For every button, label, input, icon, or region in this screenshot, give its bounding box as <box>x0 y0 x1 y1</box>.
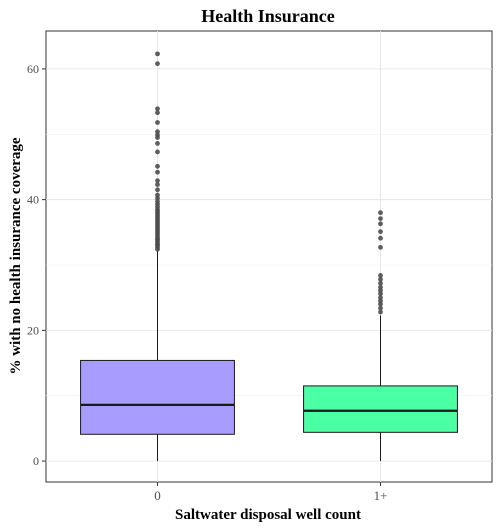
y-tick-label: 60 <box>27 62 39 76</box>
y-tick-label: 40 <box>27 193 39 207</box>
outlier-point <box>155 51 160 57</box>
x-tick-label: 0 <box>154 488 161 503</box>
x-axis: 0 1+ <box>154 482 387 503</box>
y-axis: 0 20 40 60 <box>27 62 46 468</box>
outlier-point <box>378 295 383 301</box>
outlier-point <box>378 235 383 241</box>
outlier-point <box>155 169 160 175</box>
outlier-point <box>155 182 160 188</box>
outlier-point <box>155 163 160 169</box>
outlier-point <box>155 192 160 198</box>
outlier-point <box>155 61 160 67</box>
outlier-point <box>155 178 160 184</box>
chart-title: Health Insurance <box>201 6 335 26</box>
outlier-point <box>378 244 383 250</box>
outlier-point <box>155 187 160 193</box>
outlier-point <box>378 221 383 227</box>
box-iqr <box>80 359 235 435</box>
outlier-point <box>378 216 383 221</box>
box-iqr <box>303 385 458 433</box>
outlier-point <box>378 210 383 216</box>
y-tick-label: 20 <box>27 323 39 337</box>
outlier-point <box>155 120 160 125</box>
y-axis-label: % with no health insurance coverage <box>8 137 24 374</box>
x-tick-label: 1+ <box>374 488 388 503</box>
boxes-layer <box>80 51 458 462</box>
outlier-point <box>378 309 383 315</box>
box-group-0 <box>80 51 235 462</box>
x-axis-label: Saltwater disposal well count <box>175 507 361 523</box>
outlier-point <box>378 305 383 311</box>
outlier-point <box>378 229 383 235</box>
outlier-point <box>378 276 383 282</box>
outlier-point <box>155 106 160 112</box>
outlier-point <box>378 273 383 278</box>
outlier-point <box>155 129 160 135</box>
outlier-point <box>378 280 383 286</box>
outlier-point <box>155 149 160 155</box>
outlier-point <box>378 284 383 290</box>
y-tick-label: 0 <box>33 454 39 468</box>
outlier-point <box>155 110 160 116</box>
box-group-1 <box>303 210 458 462</box>
outlier-point <box>155 141 160 146</box>
